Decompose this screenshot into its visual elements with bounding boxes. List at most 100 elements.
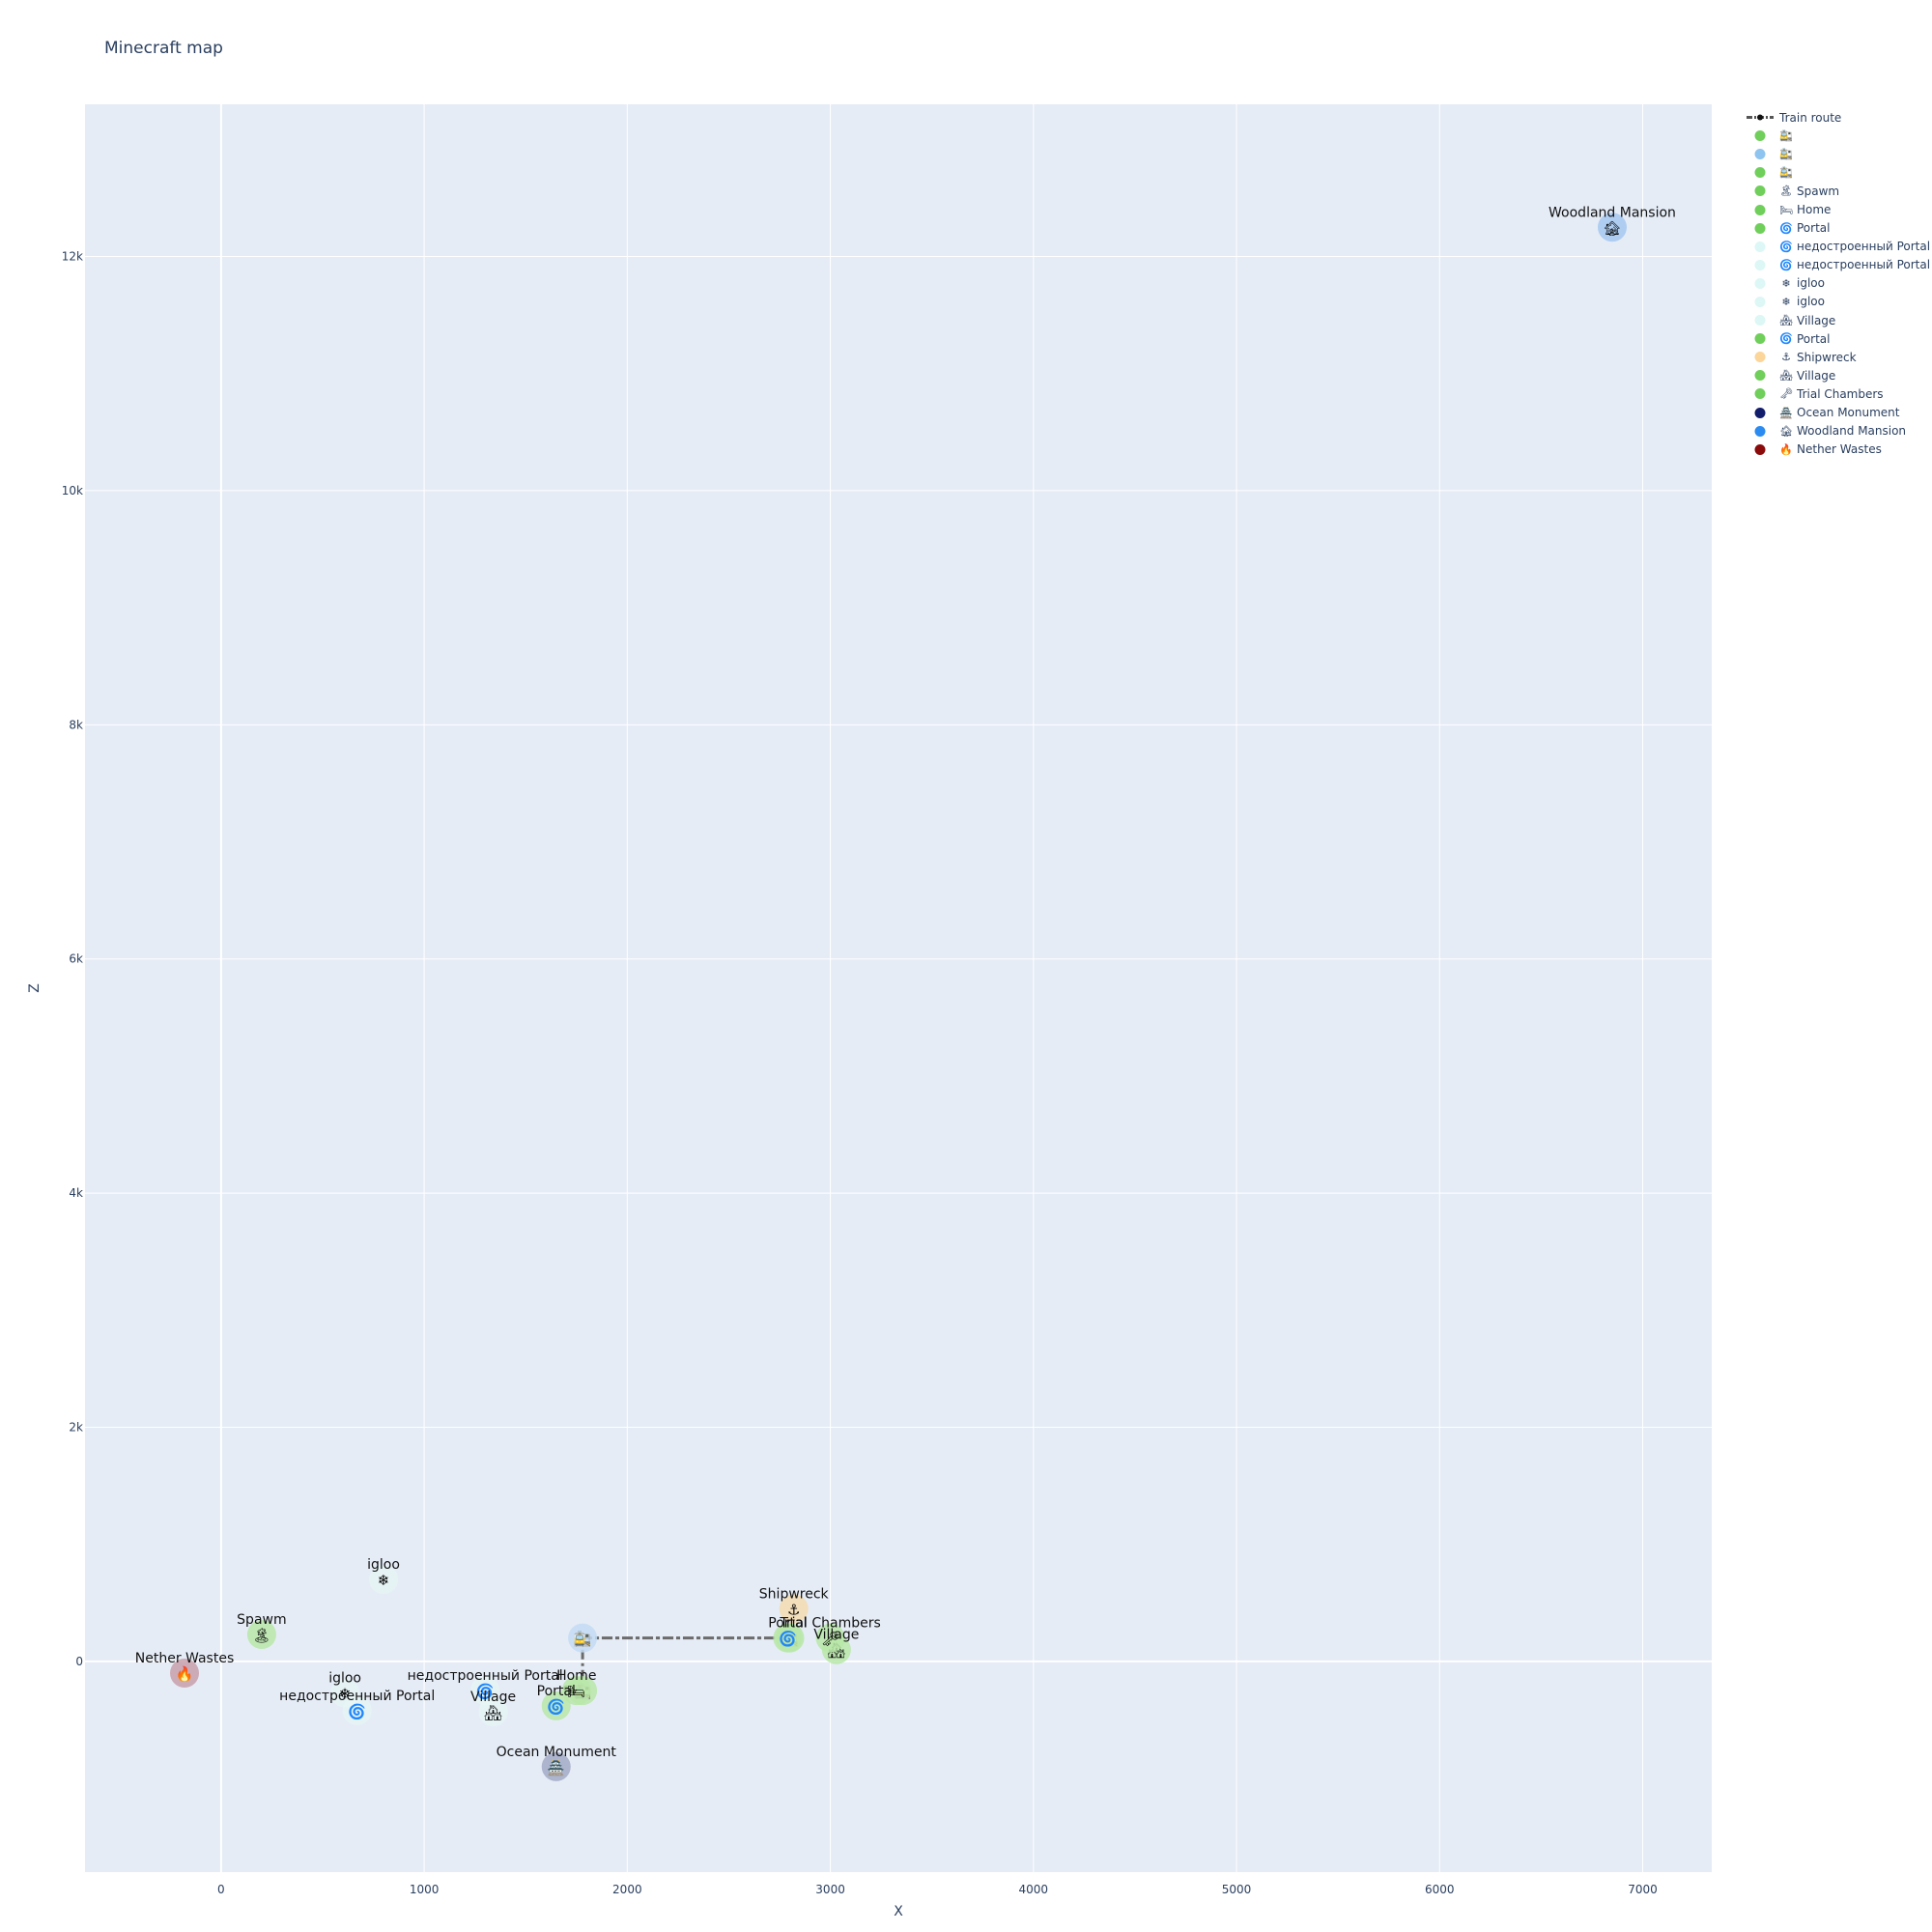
location-marker[interactable]	[170, 1658, 200, 1688]
x-tick-label: 5000	[1222, 1883, 1252, 1896]
legend-label: igloo	[1797, 276, 1825, 291]
legend-icon: 🏘	[1779, 369, 1793, 383]
location-marker[interactable]	[779, 1594, 809, 1624]
location-label: Woodland Mansion	[1548, 205, 1676, 220]
chart-title: Minecraft map	[104, 39, 223, 58]
legend-icon: 🌀	[1779, 221, 1793, 235]
x-tick-label: 4000	[1019, 1883, 1049, 1896]
legend-item[interactable]: ❄ igloo	[1739, 293, 1932, 311]
x-axis-ticks: 0 1000 2000 3000 4000 5000 6000 7000	[217, 1883, 1658, 1896]
legend-icon: 🚉	[1779, 166, 1793, 180]
location-icon: 🛏	[567, 1683, 585, 1700]
legend-label: Woodland Mansion	[1797, 424, 1907, 439]
y-tick-label: 12k	[62, 250, 83, 264]
location-label: Village	[470, 1690, 516, 1705]
location-icon: ❄	[339, 1686, 352, 1703]
location-icon: 🚉	[574, 1631, 592, 1648]
location-icon: 🏘	[484, 1704, 502, 1721]
location-icon: 🏝	[252, 1627, 270, 1644]
legend-icon: ❄	[1781, 295, 1791, 308]
legend-item[interactable]: 🏯 Ocean Monument	[1739, 404, 1932, 422]
legend-label: Portal	[1797, 331, 1831, 346]
location-marker[interactable]	[478, 1696, 508, 1726]
location-marker[interactable]	[815, 1623, 845, 1653]
location-label: Village	[813, 1628, 859, 1643]
location-marker[interactable]	[1597, 213, 1627, 242]
legend-item[interactable]: 🏘 Village	[1739, 311, 1932, 329]
legend-item[interactable]: 🚉	[1739, 127, 1932, 145]
legend-icon: 🏚	[1779, 424, 1793, 438]
legend-item[interactable]: 🌀 Portal	[1739, 219, 1932, 238]
legend-label: Nether Wastes	[1797, 442, 1882, 457]
legend-icon: 🏯	[1779, 406, 1793, 419]
legend-item[interactable]: 🌀 Portal	[1739, 329, 1932, 348]
legend-label: недостроенный Portal	[1797, 240, 1931, 254]
location-label: Shipwreck	[759, 1586, 830, 1602]
legend-item[interactable]: 🚉	[1739, 163, 1932, 182]
x-axis-label: X	[894, 1904, 903, 1919]
legend-label: Train route	[1779, 110, 1842, 125]
legend-icon: ❄	[1781, 276, 1791, 290]
legend-label: Trial Chambers	[1797, 386, 1884, 401]
location-marker[interactable]	[773, 1623, 803, 1653]
legend-item[interactable]: 🔥 Nether Wastes	[1739, 440, 1932, 459]
location-marker[interactable]	[246, 1619, 276, 1649]
x-tick-label: 6000	[1425, 1883, 1455, 1896]
location-marker[interactable]	[369, 1565, 399, 1595]
legend-item[interactable]: 🌀 недостроенный Portal	[1739, 256, 1932, 274]
x-tick-label: 2000	[612, 1883, 642, 1896]
legend-item[interactable]: 🏝 Spawm	[1739, 182, 1932, 200]
y-tick-label: 4k	[69, 1186, 83, 1200]
legend-icon: 🛏	[1779, 203, 1793, 216]
x-tick-label: 0	[217, 1883, 225, 1896]
plot-background	[85, 104, 1712, 1872]
legend-label: недостроенный Portal	[1797, 258, 1931, 272]
legend-icon: 🏘	[1779, 314, 1793, 327]
legend-item[interactable]: 🏘 Village	[1739, 366, 1932, 384]
legend-item[interactable]: 🌀 недостроенный Portal	[1739, 238, 1932, 256]
location-icon: 🌀	[348, 1702, 366, 1720]
legend-label: Portal	[1797, 221, 1831, 236]
location-icon: 🌀	[476, 1682, 495, 1700]
legend-item[interactable]: 🚉	[1739, 145, 1932, 163]
legend[interactable]: Train route 🚉 🚉 🚉 🏝 Spawm 🛏 Home 🌀 Portal 🌀 недостр…	[1739, 108, 1932, 459]
x-tick-label: 7000	[1628, 1883, 1658, 1896]
legend-icon: 🌀	[1779, 332, 1793, 346]
location-icon: ⚓	[787, 1601, 800, 1618]
location-marker[interactable]	[541, 1751, 571, 1781]
legend-item[interactable]: ❄ igloo	[1739, 274, 1932, 293]
legend-label: Ocean Monument	[1797, 406, 1900, 420]
y-axis-ticks: 0 2k 4k 6k 8k 10k 12k	[62, 250, 83, 1668]
legend-label: Home	[1797, 203, 1832, 217]
legend-item-train-route[interactable]: Train route	[1739, 108, 1932, 127]
location-label: Portal	[768, 1616, 807, 1632]
y-tick-label: 2k	[69, 1420, 83, 1434]
y-tick-label: 8k	[69, 718, 83, 731]
location-label: недостроенный Portal	[408, 1668, 563, 1684]
y-tick-label: 10k	[62, 484, 83, 497]
legend-item[interactable]: ⚓ Shipwreck	[1739, 348, 1932, 366]
location-icon: 🗝	[821, 1631, 839, 1648]
location-label: Nether Wastes	[135, 1651, 234, 1666]
y-tick-label: 6k	[69, 952, 83, 966]
location-icon: 🔥	[176, 1665, 194, 1683]
location-marker[interactable]	[330, 1678, 360, 1708]
legend-item[interactable]: 🗝 Trial Chambers	[1739, 384, 1932, 403]
location-marker[interactable]	[561, 1676, 591, 1706]
legend-label: igloo	[1797, 295, 1825, 309]
markers-layer: 🚉🚉🚉🏝🛏🌀🌀🌀❄❄🏘🌀⚓🏘🗝🏯🏚🔥	[170, 213, 1627, 1781]
legend-icon: 🚉	[1779, 148, 1793, 161]
legend-item[interactable]: 🏚 Woodland Mansion	[1739, 422, 1932, 440]
legend-icon: 🚉	[1779, 129, 1793, 143]
location-marker[interactable]	[568, 1623, 598, 1653]
legend-label: Village	[1797, 368, 1836, 383]
location-label: Portal	[537, 1684, 576, 1699]
legend-item[interactable]: 🛏 Home	[1739, 200, 1932, 218]
location-icon: 🌀	[547, 1697, 565, 1716]
legend-icon: 🗝	[1779, 387, 1793, 401]
legend-label: Spawm	[1797, 184, 1840, 198]
location-marker[interactable]	[541, 1690, 571, 1720]
location-icon: 🏚	[1603, 219, 1621, 237]
